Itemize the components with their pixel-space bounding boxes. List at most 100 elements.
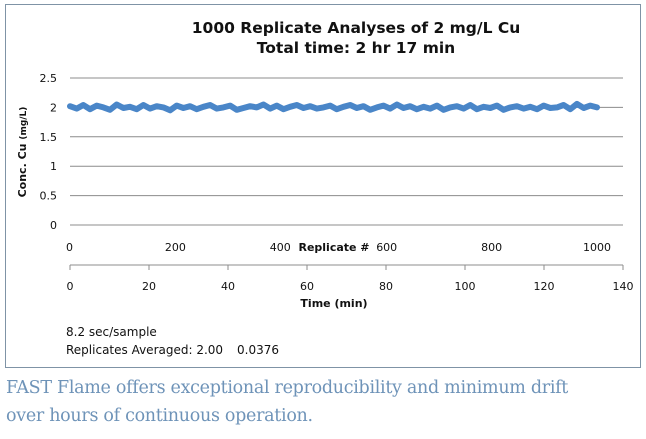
x-time-tick-label: 40 <box>221 280 235 293</box>
data-point <box>154 103 160 109</box>
data-point <box>187 103 193 109</box>
data-point <box>167 107 173 113</box>
data-point <box>414 106 420 112</box>
data-point <box>234 107 240 113</box>
data-point <box>460 105 467 112</box>
data-point <box>114 101 120 108</box>
x-time-label: Time (min) <box>300 297 367 310</box>
caption-line2: over hours of continuous operation. <box>6 406 313 426</box>
data-point <box>194 106 200 112</box>
data-point <box>327 103 333 109</box>
data-point <box>240 105 247 111</box>
data-point <box>514 103 520 109</box>
data-point <box>267 105 273 112</box>
data-point <box>587 103 593 109</box>
data-point <box>200 104 207 110</box>
data-point <box>554 104 560 110</box>
x-time-tick-label: 100 <box>455 280 476 293</box>
data-point <box>521 105 527 112</box>
data-point <box>287 104 293 110</box>
data-point <box>434 103 440 109</box>
caption-line1: FAST Flame offers exceptional reproducib… <box>6 378 569 398</box>
x-time-tick-label: 60 <box>300 280 314 293</box>
x-replicate-label: Replicate # <box>298 241 369 254</box>
data-point <box>387 105 393 112</box>
x-time-tick-label: 140 <box>613 280 634 293</box>
data-point <box>140 102 146 108</box>
data-point <box>440 107 447 113</box>
sample-rate: 8.2 sec/sample <box>66 325 157 339</box>
data-point <box>487 105 493 111</box>
data-point <box>507 104 513 110</box>
data-point <box>134 106 140 112</box>
y-axis-label-text: Conc. Cu <box>16 144 29 198</box>
data-point <box>120 105 126 111</box>
y-tick-label: 0.5 <box>40 190 58 203</box>
data-point <box>541 103 547 109</box>
data-point <box>474 106 480 112</box>
data-point <box>354 105 360 111</box>
x-time-tick-label: 80 <box>379 280 393 293</box>
y-axis-unit: (mg/L) <box>19 107 29 140</box>
data-point <box>367 107 373 113</box>
data-point <box>147 105 153 112</box>
data-point <box>547 105 553 111</box>
data-point <box>594 104 600 110</box>
data-point <box>280 106 287 112</box>
data-point <box>347 102 353 108</box>
x-replicate-tick-label: 200 <box>165 241 186 254</box>
data-point <box>454 103 460 109</box>
chart-frame <box>5 4 641 368</box>
data-point <box>447 104 453 110</box>
data-point <box>427 105 433 112</box>
y-tick-label: 1.5 <box>40 131 58 144</box>
data-point <box>340 104 347 110</box>
std-dev-value: 0.0376 <box>237 343 280 357</box>
data-point <box>320 104 327 110</box>
data-point <box>227 103 233 109</box>
data-point <box>567 106 573 112</box>
data-point <box>501 107 507 113</box>
data-point <box>494 103 500 109</box>
x-replicate-tick-label: 800 <box>481 241 502 254</box>
data-point <box>480 104 487 110</box>
data-point <box>214 105 220 112</box>
data-point <box>314 105 320 112</box>
y-axis-label: Conc. Cu (mg/L) <box>16 107 29 198</box>
data-point <box>274 103 280 109</box>
y-tick-label: 2 <box>50 101 57 114</box>
chart-title-line2: Total time: 2 hr 17 min <box>257 39 455 57</box>
data-point <box>207 102 213 108</box>
data-point <box>254 104 260 110</box>
x-time-tick-label: 120 <box>534 280 555 293</box>
x-replicate-tick-label: 600 <box>376 241 397 254</box>
data-point <box>420 104 427 110</box>
data-point <box>100 104 106 110</box>
replicates-averaged: Replicates Averaged: 2.00 0.0376 <box>66 341 279 359</box>
average-value: Replicates Averaged: 2.00 <box>66 343 224 357</box>
data-point <box>220 104 227 110</box>
data-point <box>334 106 340 112</box>
data-point <box>94 103 100 109</box>
data-point <box>407 103 413 109</box>
x-time-tick-label: 0 <box>67 280 74 293</box>
data-point <box>87 106 93 112</box>
data-point <box>247 103 253 109</box>
x-replicate-tick-label: 1000 <box>583 241 611 254</box>
data-point <box>400 105 407 111</box>
data-point <box>581 105 587 111</box>
data-point <box>534 106 540 112</box>
data-point <box>374 104 380 110</box>
data-point <box>360 103 367 109</box>
data-point <box>380 103 387 109</box>
data-point <box>174 103 180 109</box>
data-point <box>260 101 267 108</box>
data-point <box>394 101 400 108</box>
y-tick-label: 0 <box>50 219 57 232</box>
data-point <box>307 103 313 109</box>
data-point <box>294 102 300 108</box>
data-point <box>67 103 73 109</box>
data-point <box>160 104 166 110</box>
chart-notes: 8.2 sec/sample Replicates Averaged: 2.00… <box>66 323 279 359</box>
